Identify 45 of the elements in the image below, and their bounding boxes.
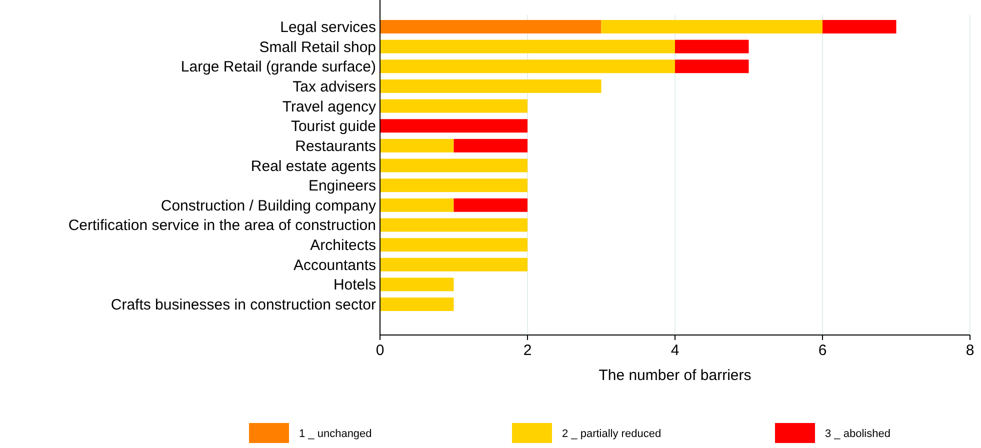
x-tick-label: 6	[818, 342, 827, 359]
y-tick-label: Accountants	[293, 256, 376, 274]
bar	[380, 158, 528, 172]
bar	[380, 138, 454, 152]
x-tick-label: 2	[523, 342, 532, 359]
bar	[380, 178, 528, 192]
x-tick-label: 4	[670, 342, 680, 359]
y-tick-label: Real estate agents	[250, 158, 376, 175]
bar	[675, 60, 749, 74]
bar	[601, 20, 822, 34]
x-tick-label: 0	[376, 342, 384, 359]
bar	[454, 138, 528, 152]
bar	[380, 20, 602, 34]
y-tick-label: Legal services	[280, 18, 376, 36]
x-axis-title: The number of barriers	[598, 367, 752, 384]
bar	[380, 298, 454, 312]
y-tick-label: Large Retail (grande surface)	[180, 58, 376, 76]
legend-label: 2 _ partially reduced	[562, 428, 662, 440]
bar	[380, 99, 528, 113]
bar	[380, 218, 528, 232]
bar	[380, 198, 454, 212]
y-tick-label: Small Retail shop	[259, 38, 376, 56]
bar	[380, 119, 528, 133]
y-tick-label: Crafts businesses in construction sector	[110, 296, 376, 314]
y-tick-label: Hotels	[333, 276, 376, 294]
y-tick-label: Certification service in the area of construction	[68, 217, 376, 234]
y-tick-label: Restaurants	[295, 138, 376, 155]
bar	[380, 40, 675, 54]
bar	[380, 278, 454, 292]
bar	[822, 20, 896, 34]
y-tick-label: Architects	[310, 237, 376, 254]
y-tick-label: Construction / Building company	[160, 197, 376, 214]
bar	[380, 258, 528, 272]
legend-label: 1 _ unchanged	[299, 428, 372, 440]
y-tick-label: Tax advisers	[292, 78, 376, 96]
y-tick-label: Engineers	[308, 178, 376, 195]
bar	[675, 40, 749, 54]
x-tick-label: 8	[966, 342, 974, 359]
bar	[380, 238, 528, 252]
bar	[380, 79, 602, 93]
bar	[380, 60, 675, 74]
y-tick-label: Tourist guide	[290, 118, 376, 136]
y-tick-label: Travel agency	[282, 98, 376, 116]
legend-label: 3 _ abolished	[825, 428, 890, 440]
bar	[454, 198, 528, 212]
